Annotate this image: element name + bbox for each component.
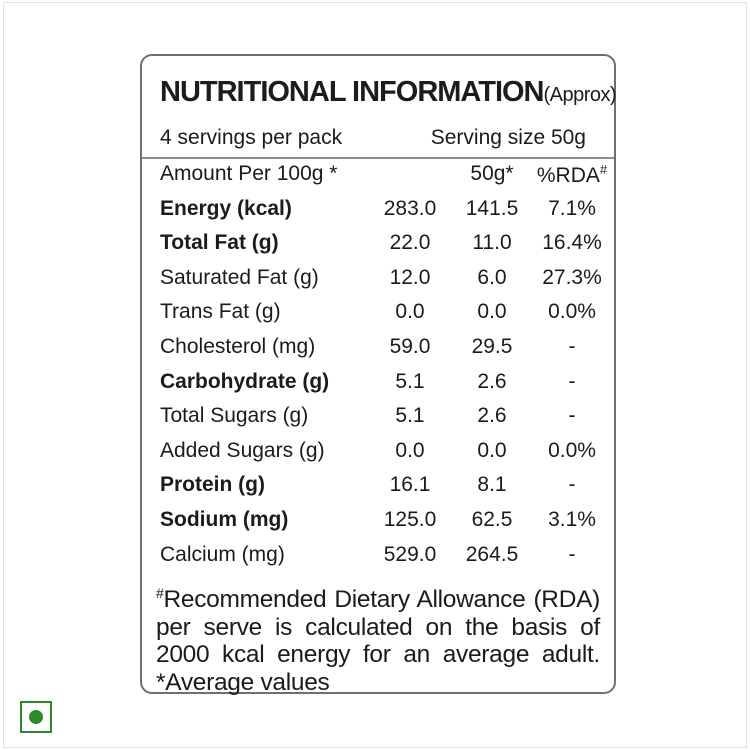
footnote-average-values: *Average values	[156, 668, 330, 696]
rda-value: -	[568, 404, 576, 428]
nutrient-name: Total Fat (g)	[160, 231, 279, 255]
rda-value: -	[568, 369, 576, 393]
per-50g-value: 8.1	[477, 473, 507, 497]
per-100g-value: 12.0	[389, 265, 431, 289]
table-row: Cholesterol (mg) 59.0 29.5 -	[142, 330, 614, 365]
table-row: Calcium (mg) 529.0 264.5 -	[142, 538, 614, 573]
per-50g-value: 141.5	[465, 196, 519, 220]
per-100g-value: 59.0	[389, 334, 431, 358]
per-100g-value: 529.0	[383, 542, 437, 566]
per-100g-value: 125.0	[383, 507, 437, 531]
table-row: Added Sugars (g) 0.0 0.0 0.0%	[142, 434, 614, 469]
header-amount: Amount Per 100g *	[160, 162, 338, 185]
per-100g-value: 0.0	[395, 300, 425, 324]
nutrient-name: Energy (kcal)	[160, 196, 292, 220]
header-50g: 50g*	[470, 162, 514, 185]
title-text: NUTRITIONAL INFORMATION	[160, 76, 544, 108]
per-100g-value: 16.1	[389, 473, 431, 497]
per-100g-value: 0.0	[395, 438, 425, 462]
nutrient-name: Carbohydrate (g)	[160, 369, 330, 393]
footnote-line: per serve is calculated on the basis of	[156, 613, 600, 641]
table-row: Protein (g) 16.1 8.1 -	[142, 468, 614, 503]
nutrient-name: Added Sugars (g)	[160, 438, 325, 462]
rda-value: -	[568, 473, 576, 497]
nutrient-name: Saturated Fat (g)	[160, 265, 319, 289]
nutrient-name: Total Sugars (g)	[160, 404, 309, 428]
nutrient-name: Protein (g)	[160, 473, 265, 497]
per-100g-value: 283.0	[383, 196, 437, 220]
image-frame	[3, 2, 747, 748]
servings-per-pack: 4 servings per pack	[160, 126, 343, 149]
rda-value: -	[568, 334, 576, 358]
per-100g-value: 5.1	[395, 404, 425, 428]
header-rda: %RDA#	[536, 162, 608, 187]
rda-value: 3.1%	[548, 507, 596, 531]
nutrient-name: Trans Fat (g)	[160, 300, 281, 324]
per-50g-value: 11.0	[472, 231, 512, 255]
table-header-row: Amount Per 100g * 50g* %RDA#	[142, 157, 614, 192]
rda-value: 27.3%	[542, 265, 602, 289]
per-50g-value: 2.6	[477, 404, 507, 428]
rda-value: 0.0%	[548, 438, 596, 462]
rda-value: 16.4%	[542, 231, 602, 255]
rda-value: 0.0%	[548, 300, 596, 324]
header-divider	[142, 157, 614, 159]
rda-value: 7.1%	[548, 196, 596, 220]
rda-value: -	[568, 542, 576, 566]
title-approx: (Approx)	[543, 84, 617, 106]
per-100g-value: 22.0	[389, 231, 431, 255]
nutrition-label: NUTRITIONAL INFORMATION(Approx) 4 servin…	[140, 54, 617, 696]
per-50g-value: 0.0	[477, 300, 507, 324]
footnote-line: #Recommended Dietary Allowance (RDA)	[156, 585, 600, 614]
nutrient-table: Amount Per 100g * 50g* %RDA# Energy (kca…	[142, 157, 614, 572]
table-row: Trans Fat (g) 0.0 0.0 0.0%	[142, 295, 614, 330]
label-title: NUTRITIONAL INFORMATION(Approx)	[160, 76, 617, 109]
veg-symbol-icon	[20, 701, 52, 733]
nutrient-name: Calcium (mg)	[160, 542, 285, 566]
table-row: Sodium (mg) 125.0 62.5 3.1%	[142, 503, 614, 538]
per-50g-value: 264.5	[465, 542, 519, 566]
per-100g-value: 5.1	[395, 369, 425, 393]
table-row: Energy (kcal) 283.0 141.5 7.1%	[142, 192, 614, 227]
per-50g-value: 29.5	[471, 334, 513, 358]
table-row: Carbohydrate (g) 5.1 2.6 -	[142, 365, 614, 400]
per-50g-value: 0.0	[477, 438, 507, 462]
serving-size: Serving size 50g	[430, 126, 586, 149]
footnote-line: 2000 kcal energy for an average adult.	[156, 641, 600, 669]
table-row: Saturated Fat (g) 12.0 6.0 27.3%	[142, 261, 614, 296]
nutrient-name: Sodium (mg)	[160, 507, 289, 531]
per-50g-value: 6.0	[477, 265, 507, 289]
rda-footnote: #Recommended Dietary Allowance (RDA) per…	[156, 580, 600, 696]
per-50g-value: 2.6	[477, 369, 507, 393]
table-row: Total Fat (g) 22.0 11.0 16.4%	[142, 226, 614, 261]
veg-symbol-dot	[29, 710, 43, 724]
nutrient-name: Cholesterol (mg)	[160, 334, 316, 358]
table-row: Total Sugars (g) 5.1 2.6 -	[142, 399, 614, 434]
per-50g-value: 62.5	[471, 507, 513, 531]
